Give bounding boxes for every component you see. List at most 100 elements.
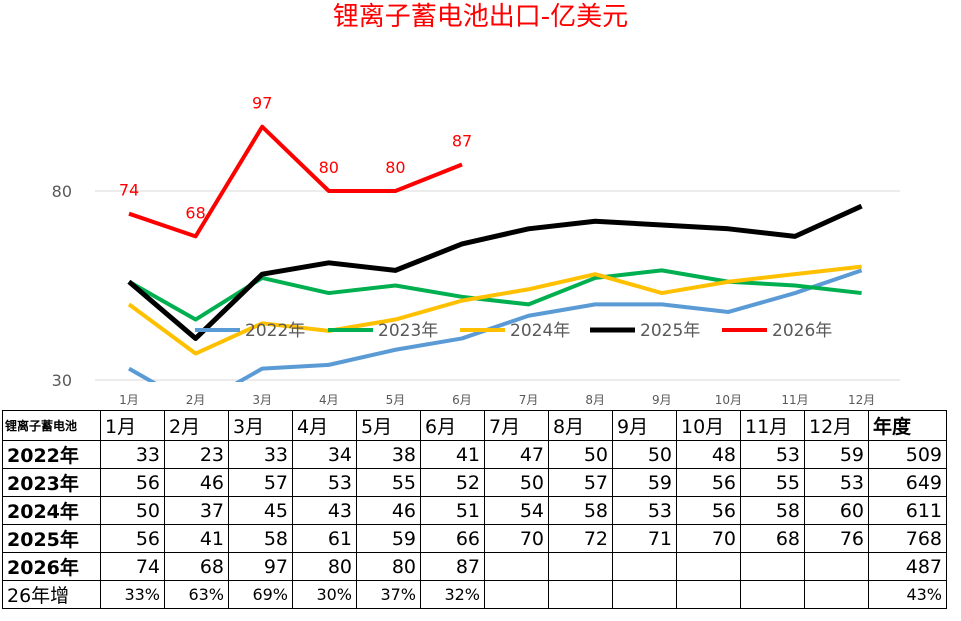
table-cell: 53: [804, 468, 869, 497]
table-column-header: 1月: [100, 410, 165, 441]
table-cell: 58: [548, 496, 613, 525]
data-label: 87: [452, 132, 472, 151]
series-line-2025年: [127, 203, 863, 341]
table-row: 2025年 56 41 58 61 59 66 70 72 71 70 68 76 768: [2, 524, 947, 553]
table-row: 2022年 33 23 33 34 38 41 47 50 50 48 53 59 509: [2, 440, 947, 469]
series-line-2022年: [128, 268, 863, 382]
table-cell: [804, 552, 869, 581]
table-cell: 59: [356, 524, 421, 553]
x-tick-label: 5月: [386, 393, 406, 407]
x-tick-label: 11月: [781, 393, 808, 407]
x-tick-label: 4月: [319, 393, 339, 407]
legend-label: 2023年: [378, 321, 438, 341]
data-label: 80: [385, 158, 405, 177]
table-cell: 50: [548, 440, 613, 469]
table-cell: 68: [740, 524, 805, 553]
table-cell: 34: [292, 440, 357, 469]
table-cell: 50: [612, 440, 677, 469]
table-cell: 56: [676, 496, 741, 525]
table-cell: 56: [100, 468, 165, 497]
table-cell: 41: [420, 440, 485, 469]
data-label: 80: [319, 158, 339, 177]
table-cell: 649: [868, 468, 947, 497]
table-column-header: 10月: [676, 410, 741, 441]
table-column-header: 4月: [292, 410, 357, 441]
table-cell: 80: [292, 552, 357, 581]
table-column-header: 9月: [612, 410, 677, 441]
table-cell: 43: [292, 496, 357, 525]
table-cell: 38: [356, 440, 421, 469]
table-cell: 46: [164, 468, 229, 497]
data-label: 97: [252, 94, 272, 113]
table-cell: [740, 552, 805, 581]
table-cell: 33%: [100, 580, 165, 609]
x-tick-label: 9月: [652, 393, 672, 407]
table-cell: [804, 580, 869, 609]
table-column-header: 6月: [420, 410, 485, 441]
table-cell: 611: [868, 496, 947, 525]
table-cell: 52: [420, 468, 485, 497]
table-cell: 54: [484, 496, 549, 525]
table-column-header: 8月: [548, 410, 613, 441]
legend-label: 2025年: [640, 321, 700, 341]
table-cell: [740, 580, 805, 609]
table-cell: 55: [356, 468, 421, 497]
table-cell: [676, 580, 741, 609]
table-column-header: 2月: [164, 410, 229, 441]
x-tick-label: 3月: [252, 393, 272, 407]
table-cell: 43%: [868, 580, 947, 609]
table-cell: 46: [356, 496, 421, 525]
table-cell: [612, 580, 677, 609]
legend-label: 2026年: [772, 321, 832, 341]
table-cell: 30%: [292, 580, 357, 609]
table-row: 2026年 74 68 97 80 80 87 487: [2, 552, 947, 581]
x-tick-label: 2月: [186, 393, 206, 407]
table-cell: 53: [292, 468, 357, 497]
chart-area: 80 30 1月 2月 3月 4月 5月 6月 7月 8月 9月 10月 11月 12月 74 68 97 80 8…: [52, 2, 900, 407]
table-cell: 55: [740, 468, 805, 497]
table-column-header: 5月: [356, 410, 421, 441]
series-line-2024年: [127, 264, 862, 356]
table-column-header: 12月: [804, 410, 869, 441]
table-cell: 61: [292, 524, 357, 553]
table-cell: [484, 552, 549, 581]
table-cell: 80: [356, 552, 421, 581]
series-group: [127, 124, 863, 382]
table-cell: 71: [612, 524, 677, 553]
table-row: 2023年 56 46 57 53 55 52 50 57 59 56 55 53 649: [2, 468, 947, 497]
table-cell: 53: [612, 496, 677, 525]
table-header-row: 锂离子蓄电池 1月 2月 3月 4月 5月 6月 7月 8月 9月 10月 11月 12月 年度: [2, 410, 947, 441]
data-table: 锂离子蓄电池 1月 2月 3月 4月 5月 6月 7月 8月 9月 10月 11月 12月 年度 2022年…: [2, 410, 947, 609]
table-cell: 51: [420, 496, 485, 525]
table-row-header: 2026年: [2, 552, 101, 581]
table-cell: 32%: [420, 580, 485, 609]
chart-title: 锂离子蓄电池出口-亿美元: [332, 2, 629, 32]
x-tick-label: 6月: [452, 393, 472, 407]
table-cell: 70: [676, 524, 741, 553]
table-cell: 76: [804, 524, 869, 553]
table-cell: 45: [228, 496, 293, 525]
table-row-header: 2024年: [2, 496, 101, 525]
table-cell: 33: [228, 440, 293, 469]
table-cell: 69%: [228, 580, 293, 609]
table-column-header: 3月: [228, 410, 293, 441]
table-row-header: 2025年: [2, 524, 101, 553]
table-cell: 59: [612, 468, 677, 497]
legend-label: 2022年: [245, 321, 305, 341]
x-tick-label: 10月: [715, 393, 742, 407]
x-tick-label: 1月: [119, 393, 139, 407]
table-cell: 41: [164, 524, 229, 553]
table-cell: 37: [164, 496, 229, 525]
x-tick-label: 8月: [585, 393, 605, 407]
table-cell: 37%: [356, 580, 421, 609]
table-column-header: 年度: [868, 410, 947, 441]
table-corner: 锂离子蓄电池: [2, 410, 101, 441]
table-cell: 33: [100, 440, 165, 469]
table-cell: 48: [676, 440, 741, 469]
table-cell: 50: [100, 496, 165, 525]
table-cell: 57: [228, 468, 293, 497]
table-cell: 87: [420, 552, 485, 581]
table-cell: 56: [100, 524, 165, 553]
table-cell: 47: [484, 440, 549, 469]
table-cell: [612, 552, 677, 581]
